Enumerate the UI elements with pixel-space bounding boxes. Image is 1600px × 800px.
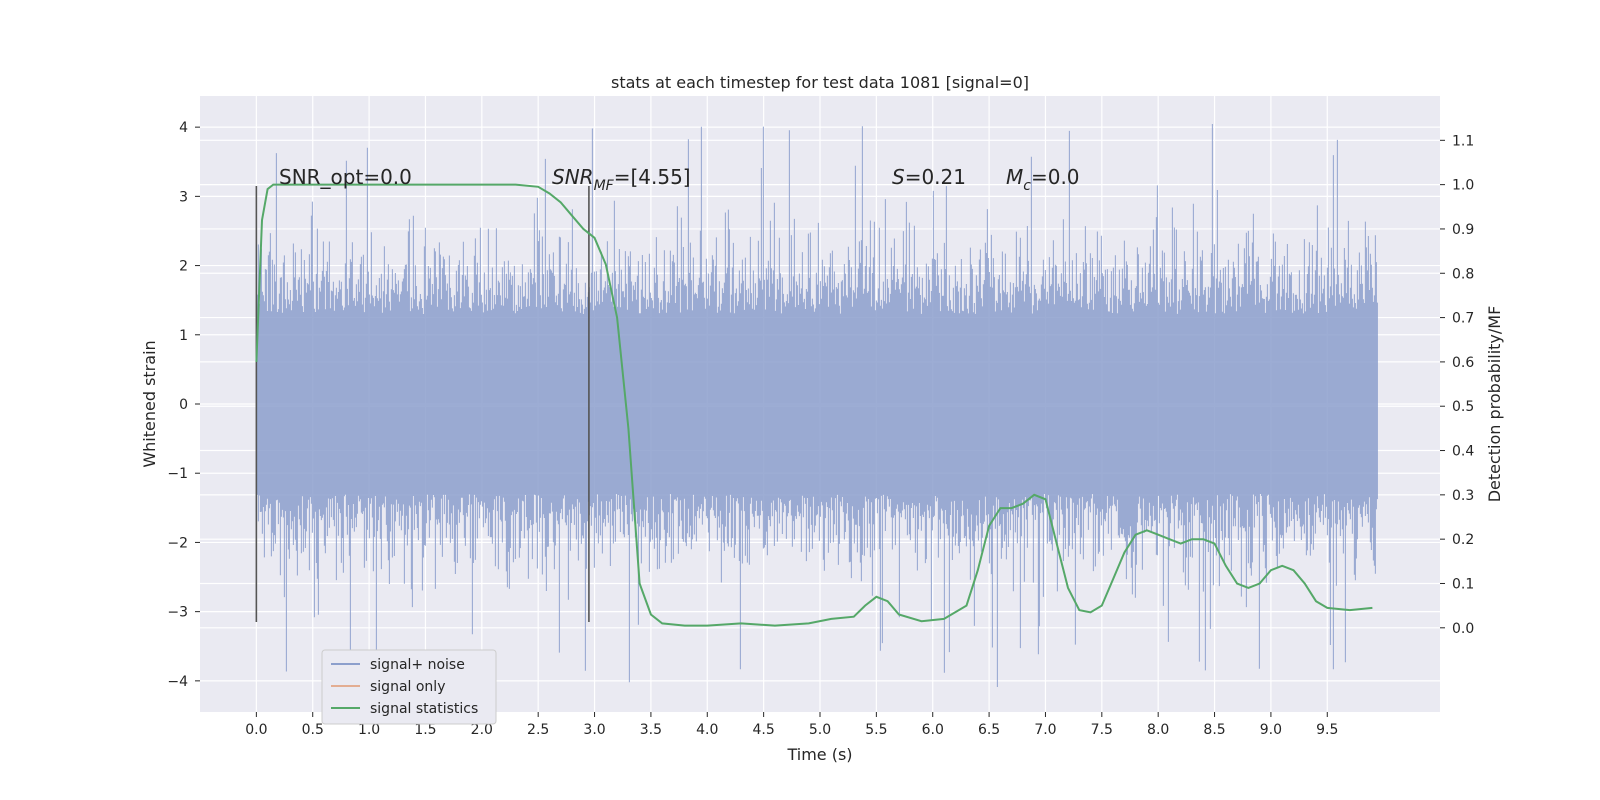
y-tick-label: −1 bbox=[167, 466, 188, 482]
annotation-snr-mf: SNRMF=[4.55] bbox=[552, 165, 691, 194]
y2-tick-label: 0.8 bbox=[1452, 266, 1474, 282]
annotation-snr-opt: SNR_opt=0.0 bbox=[279, 165, 412, 189]
x-tick-label: 6.5 bbox=[978, 722, 1000, 738]
y2-tick-label: 1.0 bbox=[1452, 178, 1474, 194]
y2-axis-label: Detection probability/MF bbox=[1485, 306, 1504, 503]
x-tick-label: 0.5 bbox=[302, 722, 324, 738]
x-tick-label: 9.5 bbox=[1316, 722, 1338, 738]
x-tick-label: 1.5 bbox=[414, 722, 436, 738]
y-tick-label: 2 bbox=[179, 259, 188, 275]
y-tick-label: 0 bbox=[179, 397, 188, 413]
legend-label-signal-statistics: signal statistics bbox=[370, 701, 478, 717]
x-tick-label: 3.0 bbox=[583, 722, 605, 738]
legend: signal+ noise signal only signal statist… bbox=[321, 649, 497, 725]
x-tick-label: 0.0 bbox=[245, 722, 267, 738]
y2-tick-label: 0.4 bbox=[1452, 444, 1474, 460]
annotation-s: S=0.21 bbox=[892, 165, 966, 189]
y2-tick-label: 0.7 bbox=[1452, 311, 1474, 327]
y-tick-label: 4 bbox=[179, 120, 188, 136]
annotation-s-base: S bbox=[892, 165, 905, 189]
x-tick-label: 9.0 bbox=[1260, 722, 1282, 738]
y-tick-label: −3 bbox=[167, 605, 188, 621]
legend-box bbox=[321, 649, 497, 725]
x-tick-label: 1.0 bbox=[358, 722, 380, 738]
annotation-s-value: =0.21 bbox=[905, 165, 966, 189]
x-axis-label: Time (s) bbox=[786, 745, 852, 764]
marker-lines bbox=[255, 185, 590, 623]
legend-label-signal-only: signal only bbox=[370, 679, 445, 695]
x-tick-label: 8.5 bbox=[1203, 722, 1225, 738]
x-tick-label: 7.0 bbox=[1034, 722, 1056, 738]
y-tick-label: −4 bbox=[167, 674, 188, 690]
x-tick-label: 8.0 bbox=[1147, 722, 1169, 738]
y-axis-ticks: 4 3 2 1 0 −1 −2 −3 −4 bbox=[167, 120, 200, 690]
x-tick-label: 2.5 bbox=[527, 722, 549, 738]
annotation-mc-value: =0.0 bbox=[1031, 165, 1080, 189]
x-tick-label: 4.5 bbox=[753, 722, 775, 738]
annotation-snr-mf-base: SNR bbox=[552, 165, 594, 189]
x-tick-label: 5.0 bbox=[809, 722, 831, 738]
y2-tick-label: 0.3 bbox=[1452, 488, 1474, 504]
x-tick-label: 3.5 bbox=[640, 722, 662, 738]
y2-tick-label: 0.6 bbox=[1452, 355, 1474, 371]
y-tick-label: 3 bbox=[179, 189, 188, 205]
x-tick-label: 7.5 bbox=[1091, 722, 1113, 738]
y2-tick-label: 0.1 bbox=[1452, 576, 1474, 592]
annotation-snr-mf-sub: MF bbox=[594, 178, 615, 194]
y-tick-label: −2 bbox=[167, 535, 188, 551]
legend-label-signal-plus-noise: signal+ noise bbox=[370, 657, 465, 673]
x-tick-label: 5.5 bbox=[865, 722, 887, 738]
y2-tick-label: 0.9 bbox=[1452, 222, 1474, 238]
y2-tick-label: 0.2 bbox=[1452, 532, 1474, 548]
y2-axis-ticks: 1.1 1.0 0.9 0.8 0.7 0.6 0.5 0.4 0.3 0.2 0.1 0.0 bbox=[1440, 133, 1474, 637]
x-tick-label: 4.0 bbox=[696, 722, 718, 738]
y2-tick-label: 1.1 bbox=[1452, 133, 1474, 149]
y2-tick-label: 0.5 bbox=[1452, 399, 1474, 415]
annotation-mc: Mc=0.0 bbox=[1006, 165, 1080, 194]
y2-tick-label: 0.0 bbox=[1452, 621, 1474, 637]
annotation-mc-sub: c bbox=[1023, 178, 1031, 194]
annotation-snr-mf-value: =[4.55] bbox=[614, 165, 691, 189]
x-axis-ticks: 0.0 0.5 1.0 1.5 2.0 2.5 3.0 3.5 4.0 4.5 5.0 5.5 6.0 6… bbox=[245, 712, 1338, 738]
series-signal-statistics-line bbox=[255, 183, 1373, 627]
chart-title: stats at each timestep for test data 108… bbox=[611, 73, 1029, 92]
y-tick-label: 1 bbox=[179, 328, 188, 344]
y-axis-label: Whitened strain bbox=[140, 340, 159, 467]
x-tick-label: 6.0 bbox=[922, 722, 944, 738]
annotation-mc-base: M bbox=[1006, 165, 1023, 189]
x-tick-label: 2.0 bbox=[471, 722, 493, 738]
